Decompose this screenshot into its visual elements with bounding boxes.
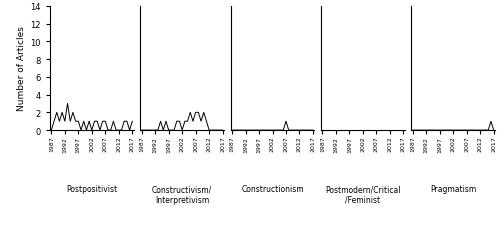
Y-axis label: Number of Articles: Number of Articles bbox=[18, 26, 26, 111]
Text: Postmodern/Critical
/Feminist: Postmodern/Critical /Feminist bbox=[325, 184, 400, 204]
Text: Postpositivist: Postpositivist bbox=[66, 184, 118, 194]
Text: Pragmatism: Pragmatism bbox=[430, 184, 476, 194]
Text: Constructivism/
Interpretivism: Constructivism/ Interpretivism bbox=[152, 184, 212, 204]
Text: Constructionism: Constructionism bbox=[241, 184, 304, 194]
